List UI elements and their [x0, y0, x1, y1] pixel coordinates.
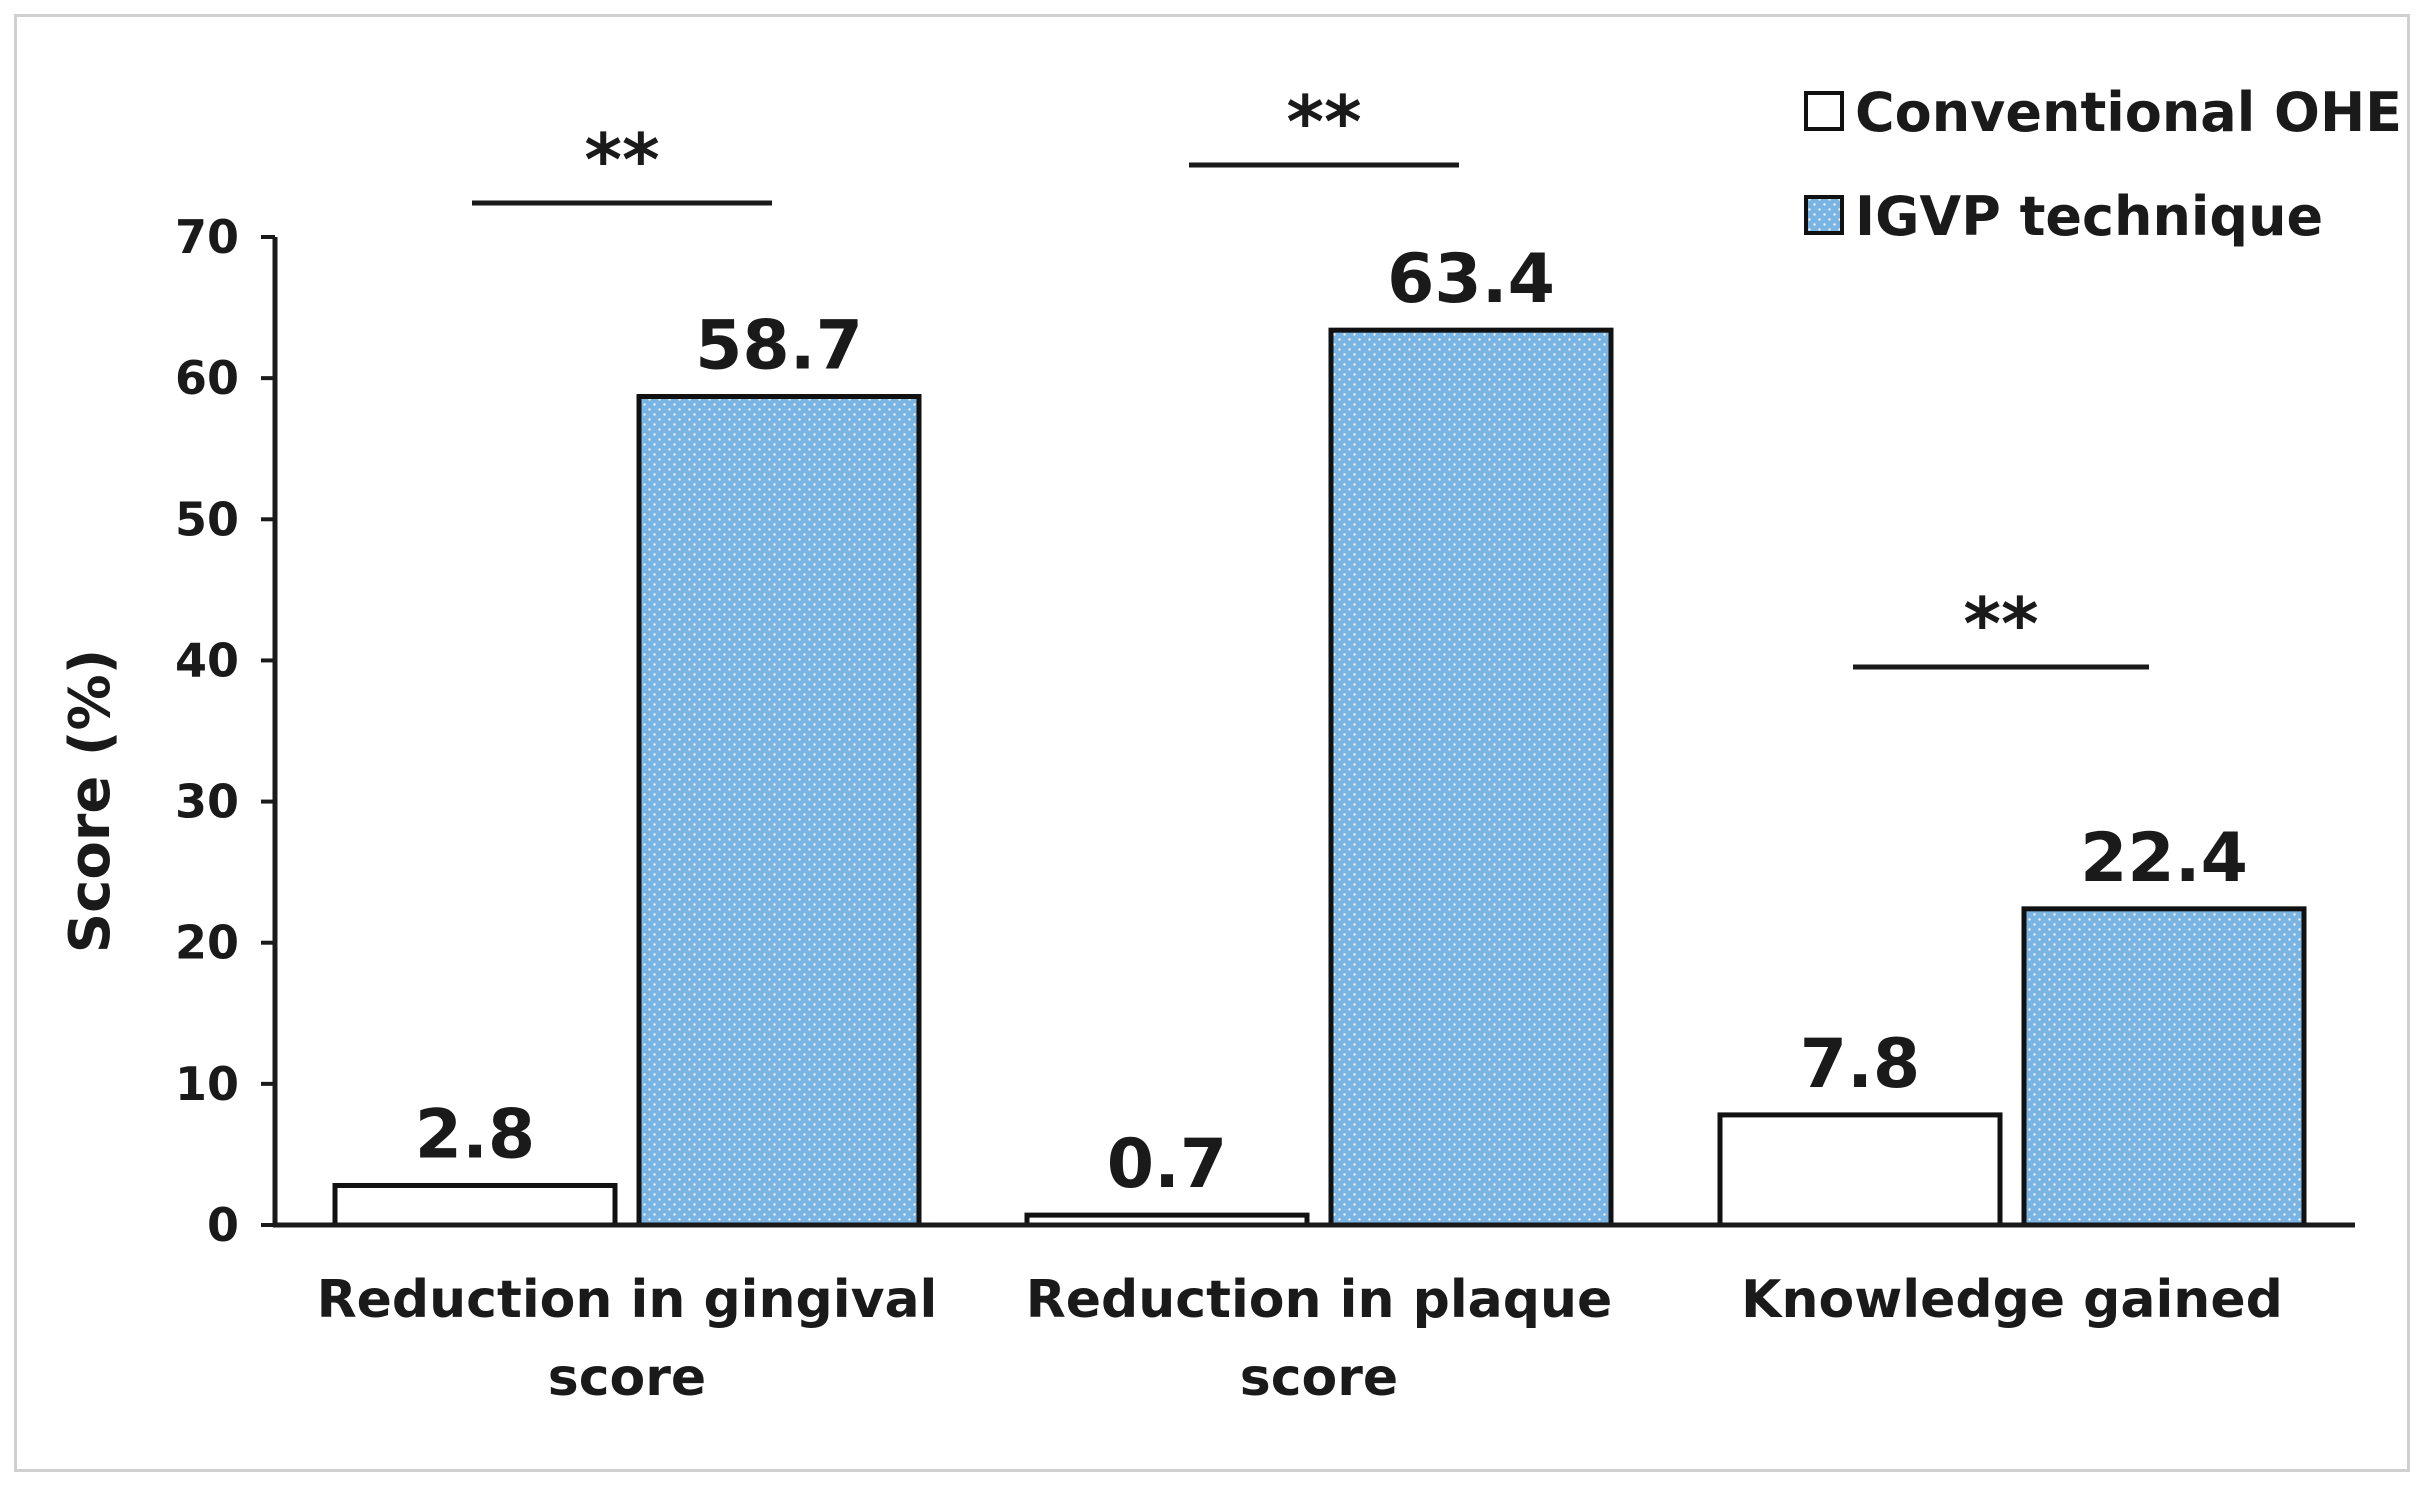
category-label-0-0: Reduction in gingival — [317, 1270, 938, 1330]
category-label-1-0: Reduction in plaque — [1026, 1270, 1613, 1330]
legend-label-conventional: Conventional OHE — [1855, 81, 2402, 144]
significance-stars-2: ** — [1963, 582, 2038, 666]
bar-igvp-0 — [636, 393, 922, 1228]
y-tick-label-10: 10 — [175, 1057, 239, 1111]
value-label-igvp-1: 63.4 — [1387, 240, 1555, 319]
y-tick-label-70: 70 — [175, 210, 239, 264]
category-label-1-1: score — [1240, 1348, 1398, 1408]
value-label-conventional-0: 2.8 — [415, 1095, 535, 1174]
category-label-2-0: Knowledge gained — [1741, 1270, 2283, 1330]
y-tick-label-0: 0 — [207, 1198, 239, 1252]
y-tick-label-40: 40 — [175, 633, 239, 687]
bar-conventional-0 — [332, 1182, 618, 1228]
legend-label-igvp: IGVP technique — [1855, 185, 2323, 248]
bar-conventional-2 — [1717, 1112, 2003, 1228]
y-tick-label-60: 60 — [175, 351, 239, 405]
y-tick-label-50: 50 — [175, 492, 239, 546]
significance-stars-0: ** — [584, 118, 659, 202]
significance-stars-1: ** — [1286, 80, 1361, 164]
legend-swatch-igvp — [1804, 195, 1844, 235]
bar-igvp-1 — [1328, 327, 1614, 1228]
value-label-igvp-2: 22.4 — [2080, 819, 2248, 898]
y-tick-label-20: 20 — [175, 916, 239, 970]
legend-swatch-conventional — [1804, 91, 1844, 131]
category-label-0-1: score — [548, 1348, 706, 1408]
value-label-conventional-1: 0.7 — [1107, 1125, 1227, 1204]
value-label-conventional-2: 7.8 — [1800, 1025, 1920, 1104]
y-axis-title: Score (%) — [58, 649, 123, 953]
bar-igvp-2 — [2021, 906, 2307, 1228]
bar-chart: 0 10 20 30 40 50 60 70 Score (%) 2.8 58.7 Reductio… — [58, 80, 2402, 1408]
y-tick-label-30: 30 — [175, 775, 239, 829]
chart-frame: 0 10 20 30 40 50 60 70 Score (%) 2.8 58.7 Reductio… — [14, 14, 2410, 1472]
value-label-igvp-0: 58.7 — [695, 306, 863, 385]
